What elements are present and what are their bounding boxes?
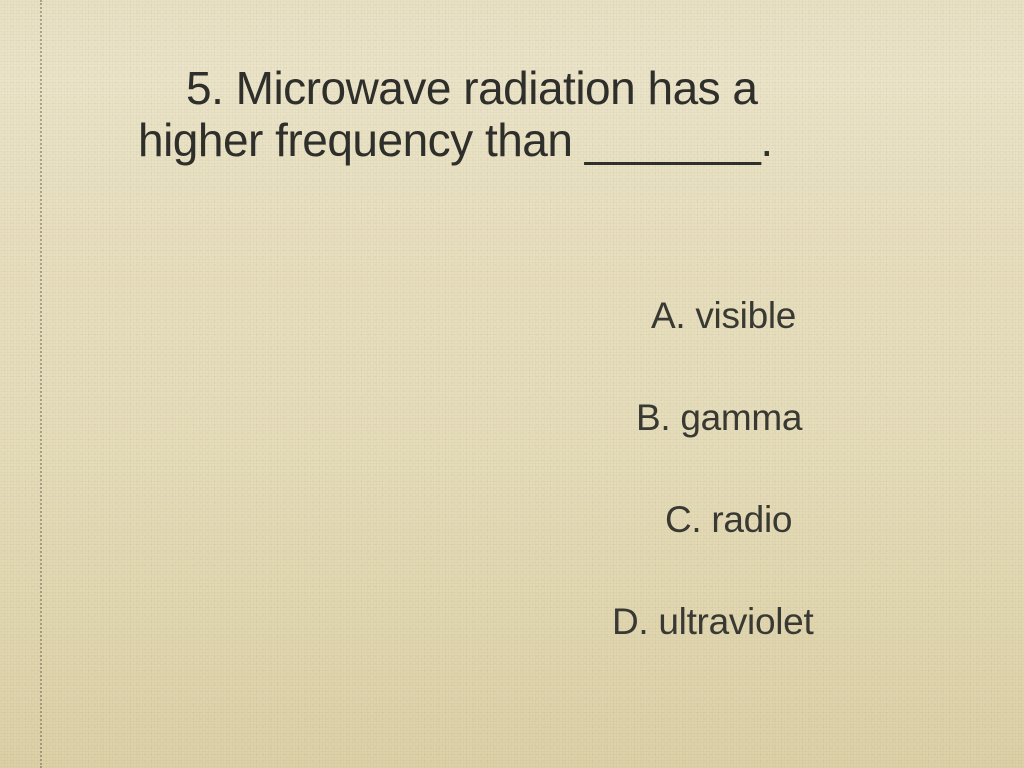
option-c: C. radio: [665, 499, 792, 541]
slide-background: 5. Microwave radiation has a higher freq…: [0, 0, 1024, 768]
question-line-1: 5. Microwave radiation has a: [138, 62, 918, 114]
question-text: 5. Microwave radiation has a higher freq…: [138, 62, 918, 167]
question-line-2: higher frequency than _______.: [138, 114, 773, 166]
option-d: D. ultraviolet: [612, 601, 813, 643]
option-b: B. gamma: [636, 397, 802, 439]
option-a: A. visible: [651, 295, 796, 337]
